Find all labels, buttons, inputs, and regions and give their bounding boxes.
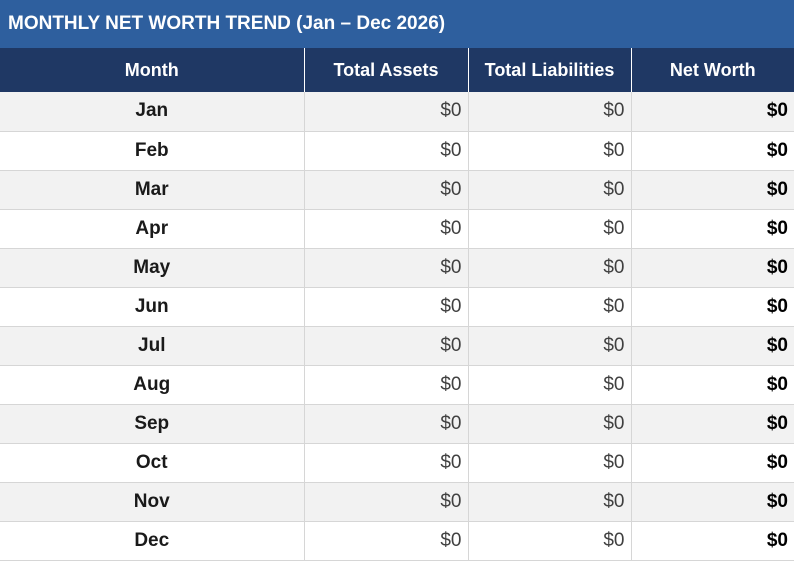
month-cell[interactable]: Apr	[0, 209, 304, 249]
total-assets-cell[interactable]: $0	[303, 443, 468, 483]
table-row: Dec $0 $0 $0	[0, 521, 794, 561]
total-assets-cell[interactable]: $0	[303, 170, 468, 210]
table-row: Jul $0 $0 $0	[0, 326, 794, 366]
table-row: Nov $0 $0 $0	[0, 482, 794, 522]
net-worth-cell[interactable]: $0	[630, 404, 794, 444]
table-row: Feb $0 $0 $0	[0, 131, 794, 171]
table-row: Jun $0 $0 $0	[0, 287, 794, 327]
table-row: Mar $0 $0 $0	[0, 170, 794, 210]
header-row: Month Total Assets Total Liabilities Net…	[0, 48, 794, 92]
net-worth-cell[interactable]: $0	[630, 443, 794, 483]
month-cell[interactable]: Feb	[0, 131, 304, 171]
total-liabilities-cell[interactable]: $0	[467, 287, 631, 327]
total-liabilities-cell[interactable]: $0	[467, 92, 631, 132]
total-assets-cell[interactable]: $0	[303, 92, 468, 132]
month-cell[interactable]: Sep	[0, 404, 304, 444]
month-cell[interactable]: Jun	[0, 287, 304, 327]
header-total-liabilities[interactable]: Total Liabilities	[467, 48, 631, 92]
net-worth-cell[interactable]: $0	[630, 248, 794, 288]
total-assets-cell[interactable]: $0	[303, 209, 468, 249]
table-row: May $0 $0 $0	[0, 248, 794, 288]
table-row: Oct $0 $0 $0	[0, 443, 794, 483]
table-body: Jan $0 $0 $0 Feb $0 $0 $0 Mar $0 $0 $0 A…	[0, 92, 794, 561]
total-liabilities-cell[interactable]: $0	[467, 209, 631, 249]
month-cell[interactable]: Oct	[0, 443, 304, 483]
total-liabilities-cell[interactable]: $0	[467, 326, 631, 366]
total-liabilities-cell[interactable]: $0	[467, 443, 631, 483]
total-liabilities-cell[interactable]: $0	[467, 521, 631, 561]
total-assets-cell[interactable]: $0	[303, 521, 468, 561]
net-worth-cell[interactable]: $0	[630, 482, 794, 522]
month-cell[interactable]: May	[0, 248, 304, 288]
month-cell[interactable]: Jan	[0, 92, 304, 132]
net-worth-cell[interactable]: $0	[630, 521, 794, 561]
total-assets-cell[interactable]: $0	[303, 365, 468, 405]
table-header: Month Total Assets Total Liabilities Net…	[0, 48, 794, 92]
total-liabilities-cell[interactable]: $0	[467, 404, 631, 444]
month-cell[interactable]: Dec	[0, 521, 304, 561]
net-worth-cell[interactable]: $0	[630, 92, 794, 132]
month-cell[interactable]: Aug	[0, 365, 304, 405]
total-assets-cell[interactable]: $0	[303, 248, 468, 288]
total-assets-cell[interactable]: $0	[303, 482, 468, 522]
total-liabilities-cell[interactable]: $0	[467, 131, 631, 171]
net-worth-cell[interactable]: $0	[630, 287, 794, 327]
month-cell[interactable]: Nov	[0, 482, 304, 522]
table-row: Sep $0 $0 $0	[0, 404, 794, 444]
month-cell[interactable]: Jul	[0, 326, 304, 366]
net-worth-table: Month Total Assets Total Liabilities Net…	[0, 48, 794, 561]
net-worth-cell[interactable]: $0	[630, 209, 794, 249]
net-worth-cell[interactable]: $0	[630, 131, 794, 171]
month-cell[interactable]: Mar	[0, 170, 304, 210]
total-assets-cell[interactable]: $0	[303, 131, 468, 171]
total-liabilities-cell[interactable]: $0	[467, 482, 631, 522]
total-assets-cell[interactable]: $0	[303, 287, 468, 327]
total-liabilities-cell[interactable]: $0	[467, 170, 631, 210]
table-row: Jan $0 $0 $0	[0, 92, 794, 132]
total-liabilities-cell[interactable]: $0	[467, 248, 631, 288]
total-liabilities-cell[interactable]: $0	[467, 365, 631, 405]
net-worth-cell[interactable]: $0	[630, 326, 794, 366]
table-row: Aug $0 $0 $0	[0, 365, 794, 405]
header-net-worth[interactable]: Net Worth	[630, 48, 794, 92]
total-assets-cell[interactable]: $0	[303, 404, 468, 444]
table-title: MONTHLY NET WORTH TREND (Jan – Dec 2026)	[0, 0, 794, 48]
total-assets-cell[interactable]: $0	[303, 326, 468, 366]
header-total-assets[interactable]: Total Assets	[303, 48, 468, 92]
net-worth-cell[interactable]: $0	[630, 365, 794, 405]
net-worth-cell[interactable]: $0	[630, 170, 794, 210]
header-month[interactable]: Month	[0, 48, 304, 92]
table-row: Apr $0 $0 $0	[0, 209, 794, 249]
